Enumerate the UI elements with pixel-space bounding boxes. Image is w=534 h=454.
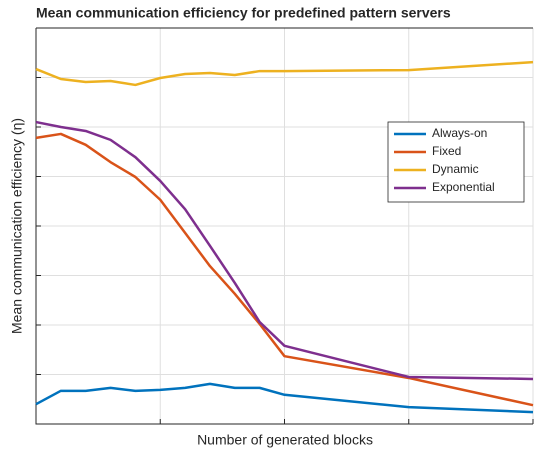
legend: Always-on Fixed Dynamic Exponential (387, 121, 525, 203)
series-line (35, 120, 534, 381)
axes-box (35, 27, 533, 425)
series-line (35, 382, 534, 414)
series-line (35, 132, 534, 407)
legend-label: Exponential (432, 180, 495, 194)
series-line (35, 60, 534, 87)
x-axis-label: Number of generated blocks (197, 432, 373, 448)
chart-title: Mean communication efficiency for predef… (36, 5, 451, 21)
legend-label: Fixed (432, 144, 461, 158)
y-axis-label: Mean communication efficiency (η) (9, 118, 25, 334)
legend-label: Always-on (432, 126, 487, 140)
legend-label: Dynamic (432, 162, 479, 176)
